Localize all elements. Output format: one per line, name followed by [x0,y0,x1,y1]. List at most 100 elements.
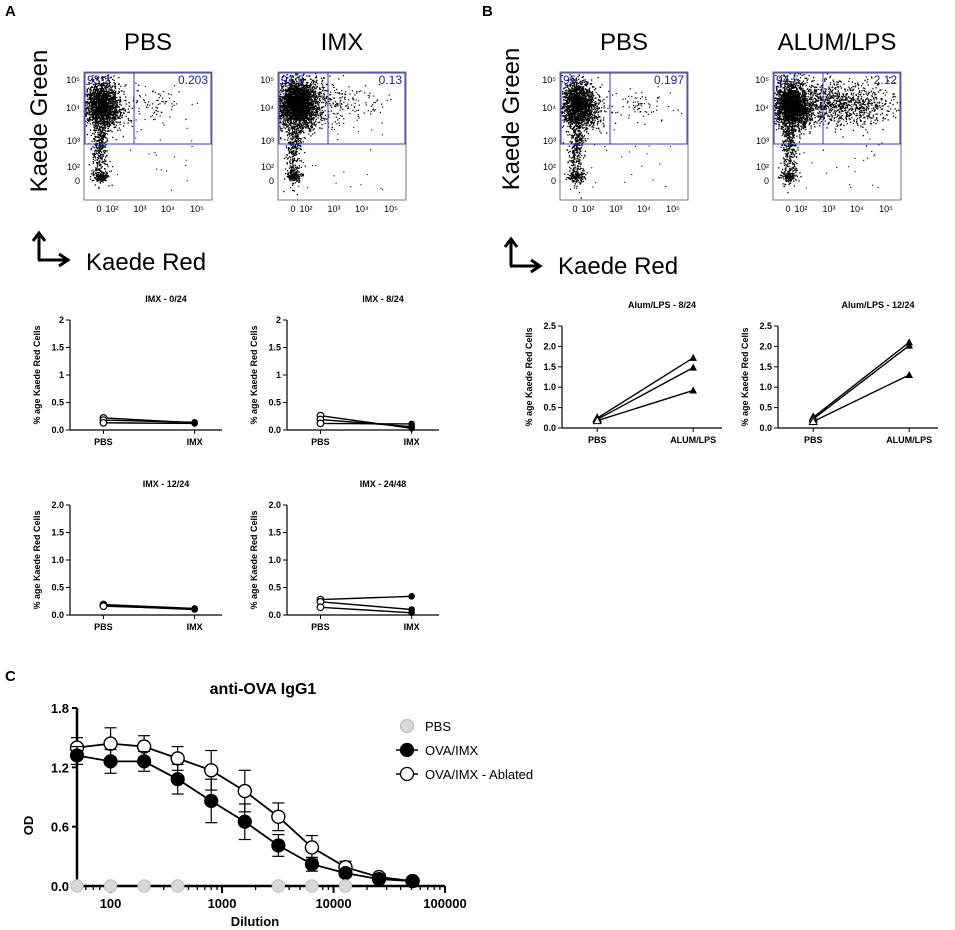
facs-dot [292,150,295,152]
facs-dot [295,116,297,119]
facs-dot [301,95,303,97]
facs-dot [300,129,302,131]
facs-dot [95,96,97,98]
facs-dot [94,138,96,140]
facs-dot [107,112,109,114]
facs-dot [300,173,302,175]
facs-dot [105,110,108,112]
facs-dot [125,100,127,102]
facs-dot [279,91,281,93]
facs-dot [300,114,302,116]
facs-dot [284,108,286,111]
facs-dot [101,100,103,103]
facs-dot [160,111,162,113]
facs-dot [310,115,313,117]
facs-dot [282,117,284,119]
facs-dot [108,125,110,127]
facs-dot [303,118,305,120]
facs-dot [93,102,95,105]
facs-dot [125,115,127,117]
facs-dot [295,135,297,137]
facs-dot [88,120,90,123]
facs-dot [108,105,110,108]
facs-dot [307,125,309,127]
facs-dot [286,108,289,111]
facs-dot [100,83,102,85]
facs-dot [309,95,311,97]
facs-dot [283,93,285,95]
facs-dot [110,92,112,94]
facs-dot [291,169,293,171]
facs-dot [107,117,109,119]
facs-dot [311,112,313,114]
facs-dot [112,78,114,81]
facs-dot [287,94,289,96]
facs-dot [290,142,292,144]
facs-y-tick: 10⁵ [66,75,80,85]
facs-dot [91,109,93,112]
facs-dot [292,107,294,109]
facs-dot [95,115,97,117]
facs-dot [95,97,97,99]
facs-dot [289,90,291,92]
facs-dot [96,149,99,152]
facs-dot [124,109,126,111]
facs-dot [104,112,107,114]
facs-dot [91,114,94,116]
facs-y-tick: 0 [75,176,80,186]
facs-dot [292,112,294,114]
facs-dot [291,98,294,101]
facs-dot [96,178,98,180]
facs-dot [94,128,96,130]
facs-dot [284,127,286,130]
facs-dot [290,169,292,171]
facs-dot [118,84,120,86]
facs-dot [151,91,154,93]
facs-dot [108,116,110,118]
facs-dot [291,166,293,168]
facs-dot [305,115,307,117]
facs-dot [290,151,292,153]
facs-dot [103,108,105,110]
facs-dot [295,139,297,141]
facs-dot [314,94,316,96]
facs-dot [285,110,288,113]
facs-dot [91,102,93,105]
facs-dot [93,170,95,172]
facs-dot [290,118,293,120]
facs-dot [99,97,101,99]
facs-dot [287,173,289,175]
facs-dot [296,117,299,119]
facs-dot [98,104,100,107]
facs-dot [122,135,124,138]
facs-dot [96,176,98,178]
facs-dot [287,149,290,151]
facs-dot [99,163,101,165]
facs-dot [109,104,112,106]
facs-dot [297,147,299,149]
facs-dot [295,141,298,144]
facs-dot [291,80,293,82]
facs-dot [169,116,171,118]
facs-dot [290,174,292,176]
facs-dot [104,150,107,153]
facs-dot [97,105,99,107]
facs-dot [97,133,99,136]
facs-dot [96,103,98,105]
facs-dot [98,149,100,151]
facs-dot [89,119,91,121]
facs-dot [113,96,116,99]
facs-dot [281,79,283,81]
facs-dot [113,106,115,108]
facs-dot [290,122,292,124]
facs-dot [98,100,100,102]
facs-dot [94,110,96,112]
facs-dot [290,166,292,168]
facs-dot [159,95,162,97]
facs-dot [286,95,288,97]
facs-dot [296,116,299,118]
facs-dot [110,100,112,103]
facs-dot [109,108,112,110]
facs-dot [101,161,103,163]
facs-dot [107,74,109,76]
